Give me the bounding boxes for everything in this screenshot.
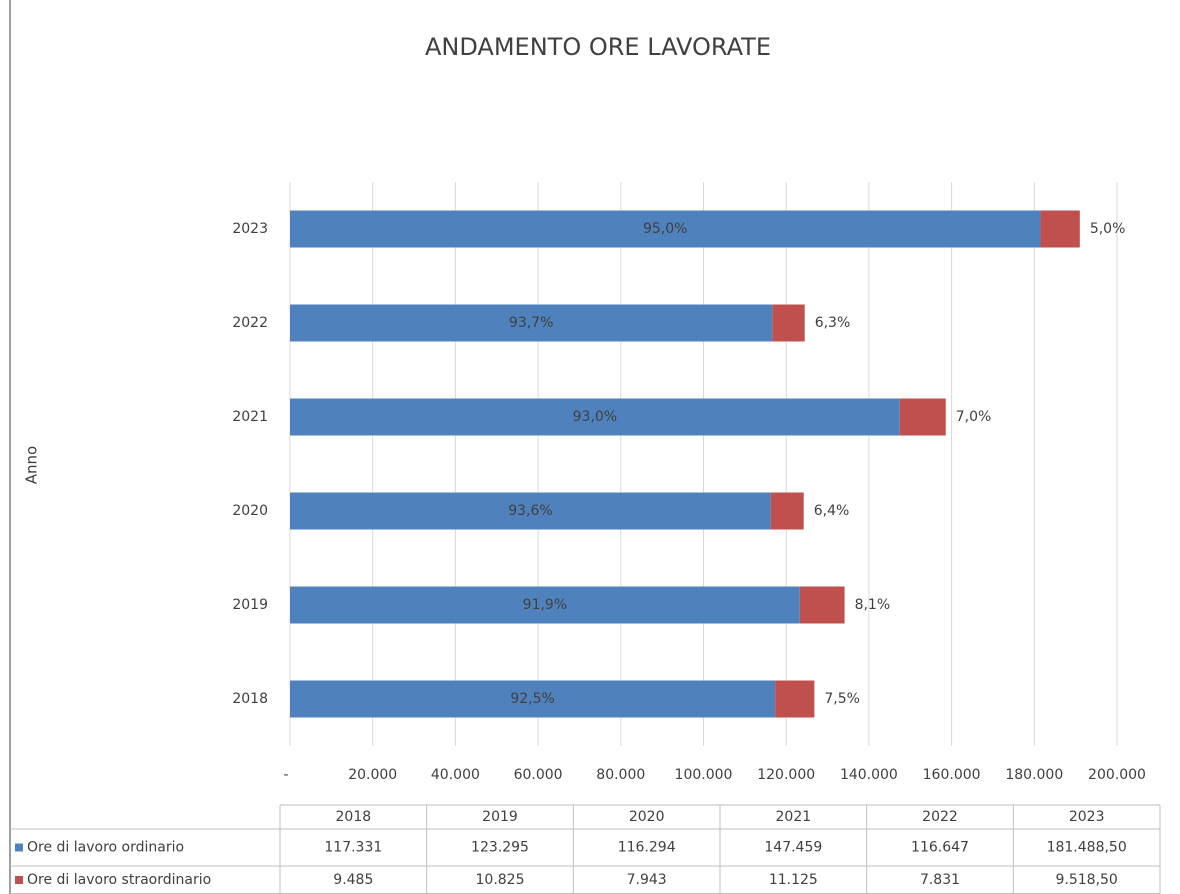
- bar-segment: [770, 492, 804, 530]
- table-header: 2022: [922, 809, 958, 825]
- y-tick-label: 2021: [232, 409, 268, 425]
- data-label: 6,4%: [814, 503, 850, 519]
- bar-segment: [290, 680, 776, 718]
- bar-segment: [899, 398, 946, 436]
- table-cell: 116.294: [618, 840, 676, 856]
- data-label: 5,0%: [1090, 221, 1126, 237]
- bar-segment: [290, 210, 1041, 248]
- bar-segment: [290, 586, 800, 624]
- data-label: 7,0%: [956, 409, 992, 425]
- legend-swatch: [15, 876, 23, 884]
- bar-segment: [290, 492, 771, 530]
- table-cell: 7.943: [627, 872, 667, 888]
- table-cell: 9.518,50: [1055, 872, 1117, 888]
- data-label: 93,7%: [509, 315, 553, 331]
- x-tick-label: 100.000: [675, 767, 733, 783]
- data-label: 6,3%: [815, 315, 851, 331]
- data-label: 93,0%: [573, 409, 617, 425]
- y-tick-label: 2022: [232, 315, 268, 331]
- table-cell: 11.125: [769, 872, 818, 888]
- legend-label: Ore di lavoro ordinario: [27, 840, 184, 856]
- x-tick-label: 80.000: [596, 767, 645, 783]
- data-label: 91,9%: [523, 597, 567, 613]
- table-header: 2020: [629, 809, 665, 825]
- y-tick-label: 2023: [232, 221, 268, 237]
- table-cell: 7.831: [920, 872, 960, 888]
- data-label: 93,6%: [508, 503, 552, 519]
- legend-label: Ore di lavoro straordinario: [27, 872, 211, 888]
- table-cell: 117.331: [324, 840, 382, 856]
- bar-segment: [290, 398, 900, 436]
- table-cell: 116.647: [911, 840, 969, 856]
- legend-swatch: [15, 843, 23, 852]
- x-tick-label: 200.000: [1088, 767, 1146, 783]
- bar-segment: [799, 586, 845, 624]
- x-tick-label: 20.000: [348, 767, 397, 783]
- table-cell: 181.488,50: [1047, 840, 1127, 856]
- x-tick-label: -: [283, 767, 288, 783]
- x-tick-label: 40.000: [431, 767, 480, 783]
- table-cell: 10.825: [476, 872, 525, 888]
- x-tick-label: 60.000: [514, 767, 563, 783]
- x-tick-label: 180.000: [1005, 767, 1063, 783]
- y-tick-label: 2018: [232, 691, 268, 707]
- table-header: 2019: [482, 809, 518, 825]
- chart-title: ANDAMENTO ORE LAVORATE: [425, 33, 771, 61]
- bar-segment: [290, 304, 773, 342]
- data-label: 7,5%: [824, 691, 860, 707]
- table-cell: 9.485: [333, 872, 373, 888]
- x-tick-label: 140.000: [840, 767, 898, 783]
- x-tick-label: 160.000: [923, 767, 981, 783]
- data-label: 95,0%: [643, 221, 687, 237]
- data-label: 8,1%: [855, 597, 891, 613]
- table-cell: 147.459: [764, 840, 822, 856]
- table-header: 2021: [776, 809, 812, 825]
- table-cell: 123.295: [471, 840, 529, 856]
- y-tick-label: 2020: [232, 503, 268, 519]
- x-tick-label: 120.000: [757, 767, 815, 783]
- bar-segment: [775, 680, 815, 718]
- table-header: 2018: [336, 809, 372, 825]
- y-tick-label: 2019: [232, 597, 268, 613]
- y-axis-label: Anno: [23, 446, 41, 484]
- data-label: 92,5%: [510, 691, 554, 707]
- bar-segment: [772, 304, 805, 342]
- bar-segment: [1040, 210, 1080, 248]
- table-header: 2023: [1069, 809, 1105, 825]
